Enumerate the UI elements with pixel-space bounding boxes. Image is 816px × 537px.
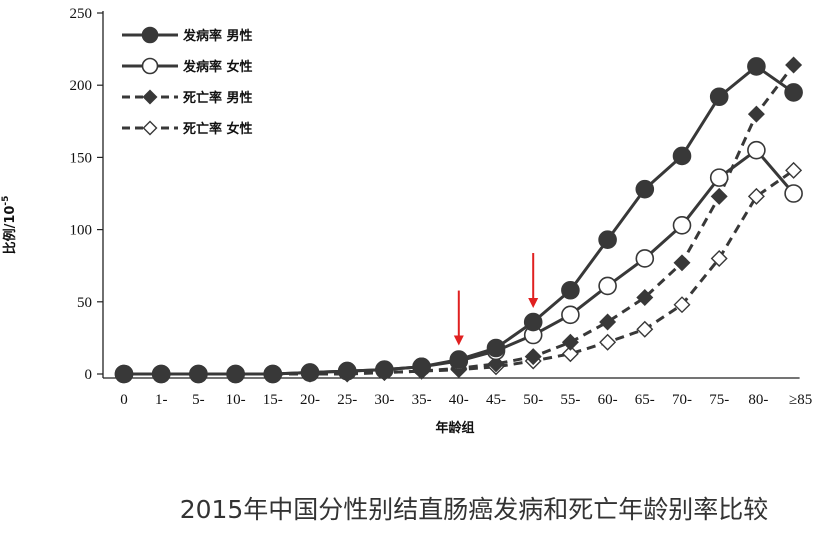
chart-title: 2015年中国分性别结直肠癌发病和死亡年龄别率比较	[180, 495, 769, 524]
x-tick-label: 10-	[226, 392, 246, 408]
chart-axes: 0 50 100 150 200 250 0 1- 5- 10- 15- 20- 25- 30- 35- 40…	[70, 6, 813, 408]
data-point	[672, 215, 692, 235]
data-point	[635, 179, 655, 199]
y-tick-label: 50	[77, 295, 92, 311]
legend-item-死亡率-女性: 死亡率 女性	[122, 120, 253, 137]
data-point	[114, 364, 134, 384]
data-point	[263, 364, 283, 384]
data-point	[784, 83, 803, 102]
x-tick-label: ≥85	[789, 392, 812, 408]
data-point	[673, 296, 691, 314]
x-tick-label: 75-	[709, 392, 729, 408]
red-arrow-head	[528, 298, 539, 309]
x-tick-label: 20-	[300, 392, 320, 408]
data-point	[375, 360, 394, 379]
legend-label: 发病率 女性	[182, 59, 253, 75]
data-point	[561, 280, 580, 300]
x-tick-label: 50-	[523, 392, 543, 408]
data-point	[785, 161, 803, 179]
data-point	[598, 230, 617, 250]
y-axis-label: 比例/10-5	[1, 196, 18, 255]
legend-label: 死亡率 女性	[183, 121, 253, 137]
data-point	[599, 313, 617, 331]
legend-marker	[141, 57, 159, 75]
x-tick-label: 60-	[598, 392, 618, 408]
data-point	[709, 168, 729, 187]
data-point	[785, 56, 803, 74]
legend-label: 死亡率 男性	[183, 90, 253, 106]
x-tick-label: 5-	[192, 392, 205, 408]
data-point	[747, 57, 766, 76]
x-axis-label: 年龄组	[435, 420, 474, 436]
x-tick-label: 45-	[486, 392, 506, 408]
y-tick-label: 100	[70, 223, 93, 239]
x-tick-label: 30-	[374, 392, 394, 408]
y-tick-label: 0	[85, 367, 93, 383]
arrow-layer	[453, 253, 539, 346]
data-point	[337, 361, 357, 381]
series-死亡率-女性	[115, 161, 803, 383]
data-point	[747, 105, 765, 123]
data-point	[449, 350, 469, 369]
x-tick-label: 70-	[672, 392, 692, 408]
data-point	[524, 348, 542, 366]
series-发病率-女性	[114, 140, 803, 384]
legend-marker	[142, 89, 158, 105]
x-tick-label: 25-	[337, 392, 357, 408]
data-point	[486, 338, 506, 358]
data-point	[635, 249, 655, 268]
legend-label: 发病率 男性	[182, 28, 253, 44]
red-arrow-head	[453, 335, 464, 346]
series-发病率-男性	[114, 57, 803, 384]
data-point	[189, 364, 208, 384]
data-point	[709, 87, 729, 107]
x-tick-label: 35-	[412, 392, 432, 408]
y-tick-label: 250	[70, 6, 93, 22]
data-point	[561, 305, 580, 325]
legend-marker	[142, 120, 158, 136]
data-point	[747, 140, 766, 160]
data-point	[672, 146, 692, 166]
data-point	[561, 333, 579, 351]
x-tick-label: 1-	[155, 392, 168, 408]
legend-marker	[141, 26, 159, 44]
x-tick-label: 0	[120, 392, 128, 408]
data-point	[673, 254, 691, 272]
data-point	[300, 363, 320, 382]
data-point	[487, 355, 505, 373]
data-point	[151, 364, 171, 384]
legend-item-死亡率-男性: 死亡率 男性	[122, 89, 253, 106]
data-point	[412, 357, 431, 377]
y-tick-label: 150	[70, 150, 93, 166]
y-tick-label: 200	[70, 78, 93, 94]
legend-item-发病率-男性: 发病率 男性	[122, 26, 253, 44]
data-point	[710, 187, 728, 205]
data-point	[523, 312, 543, 332]
x-tick-label: 15-	[263, 392, 283, 408]
data-point	[226, 364, 245, 384]
x-tick-label: 65-	[635, 392, 655, 408]
data-point	[599, 333, 617, 351]
x-tick-label: 80-	[748, 392, 768, 408]
data-point	[710, 249, 728, 267]
data-point	[598, 276, 617, 296]
x-tick-label: 55-	[560, 392, 580, 408]
data-point	[636, 288, 654, 306]
data-point	[747, 187, 765, 205]
data-point	[636, 320, 654, 338]
x-tick-label: 40-	[449, 392, 469, 408]
series-layer	[114, 56, 803, 384]
data-point	[784, 184, 803, 203]
legend-item-发病率-女性: 发病率 女性	[122, 57, 253, 75]
data-point	[561, 345, 579, 363]
